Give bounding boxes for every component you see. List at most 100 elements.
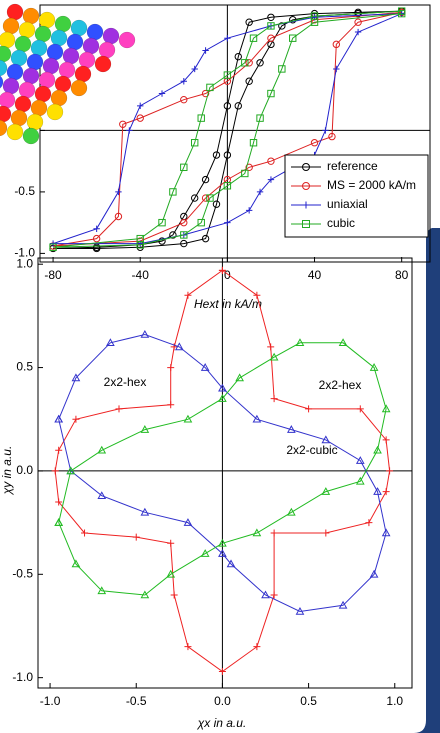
marker [397, 9, 406, 18]
x-tick-label: 40 [308, 268, 322, 282]
sphere [30, 99, 48, 117]
marker [136, 114, 144, 122]
sphere [0, 91, 16, 109]
marker [338, 338, 348, 347]
marker [106, 338, 115, 347]
sphere [6, 63, 24, 81]
marker [169, 231, 177, 239]
sphere [2, 17, 20, 35]
sphere-lattice [0, 3, 136, 145]
marker [71, 559, 81, 568]
marker [115, 405, 123, 413]
marker [140, 507, 150, 516]
x-axis-label: Hext in kA/m [194, 297, 262, 311]
marker [190, 139, 199, 147]
marker [256, 114, 264, 122]
sphere [50, 29, 68, 47]
y-tick-label: 0.0 [16, 463, 33, 477]
marker [267, 176, 275, 183]
sphere [34, 85, 52, 103]
annotation: 2x2-hex [319, 378, 362, 392]
marker [180, 218, 188, 227]
x-tick-label: 0.0 [214, 694, 231, 708]
marker [218, 266, 226, 274]
marker [81, 529, 89, 537]
marker [369, 569, 379, 578]
marker [72, 415, 80, 423]
side-band [414, 228, 440, 733]
legend-label: uniaxial [327, 197, 368, 211]
marker [97, 586, 107, 595]
marker [310, 18, 319, 26]
marker [190, 194, 199, 202]
sphere [102, 27, 120, 45]
marker [289, 16, 297, 24]
sphere [78, 51, 96, 69]
legend-label: MS = 2000 kA/m [327, 178, 416, 192]
marker [245, 18, 253, 26]
marker [270, 529, 278, 537]
y-axis-label: χy in a.u. [0, 446, 14, 496]
marker [226, 559, 236, 568]
sphere [26, 53, 44, 71]
marker [234, 52, 242, 61]
marker [201, 234, 210, 243]
marker [373, 445, 382, 454]
marker [55, 446, 63, 454]
marker [223, 102, 232, 110]
y-tick-label: 1.0 [16, 256, 33, 270]
marker [201, 194, 210, 202]
marker [158, 237, 166, 245]
marker [295, 338, 305, 347]
marker [302, 220, 310, 228]
marker [267, 22, 275, 30]
marker [253, 643, 261, 651]
marker [252, 528, 262, 537]
sphere [0, 105, 12, 123]
marker [267, 343, 275, 351]
plot-frame [39, 4, 431, 263]
y-tick-label: -0.5 [12, 566, 33, 580]
marker [245, 163, 253, 172]
marker [322, 529, 330, 537]
marker [249, 34, 258, 42]
marker [200, 549, 210, 557]
marker [158, 90, 166, 97]
sphere [94, 55, 112, 73]
marker [382, 488, 390, 496]
annotation: 2x2-hex [104, 375, 147, 389]
sphere [86, 23, 104, 41]
marker [97, 445, 107, 454]
marker [386, 467, 394, 475]
marker [223, 182, 232, 190]
marker [321, 487, 331, 495]
marker [218, 383, 227, 392]
sphere [38, 11, 56, 29]
sphere [70, 79, 88, 97]
sphere [54, 75, 72, 93]
sphere [18, 21, 36, 39]
sphere [0, 31, 16, 49]
marker [197, 218, 205, 227]
marker [302, 182, 310, 190]
marker [92, 234, 101, 243]
marker [183, 518, 193, 526]
sphere [46, 43, 64, 61]
legend-label: reference [327, 159, 378, 173]
marker [278, 22, 286, 30]
marker [382, 436, 390, 444]
marker [54, 414, 64, 423]
marker [241, 169, 249, 178]
marker [167, 401, 175, 409]
x-tick-label: -80 [44, 268, 62, 282]
marker [289, 34, 297, 42]
marker [184, 291, 192, 299]
sphere [46, 103, 64, 121]
sphere [70, 19, 88, 37]
marker [167, 539, 175, 547]
marker [137, 102, 144, 110]
marker [191, 65, 198, 73]
marker [256, 188, 264, 196]
marker [55, 498, 63, 506]
marker [267, 89, 275, 98]
